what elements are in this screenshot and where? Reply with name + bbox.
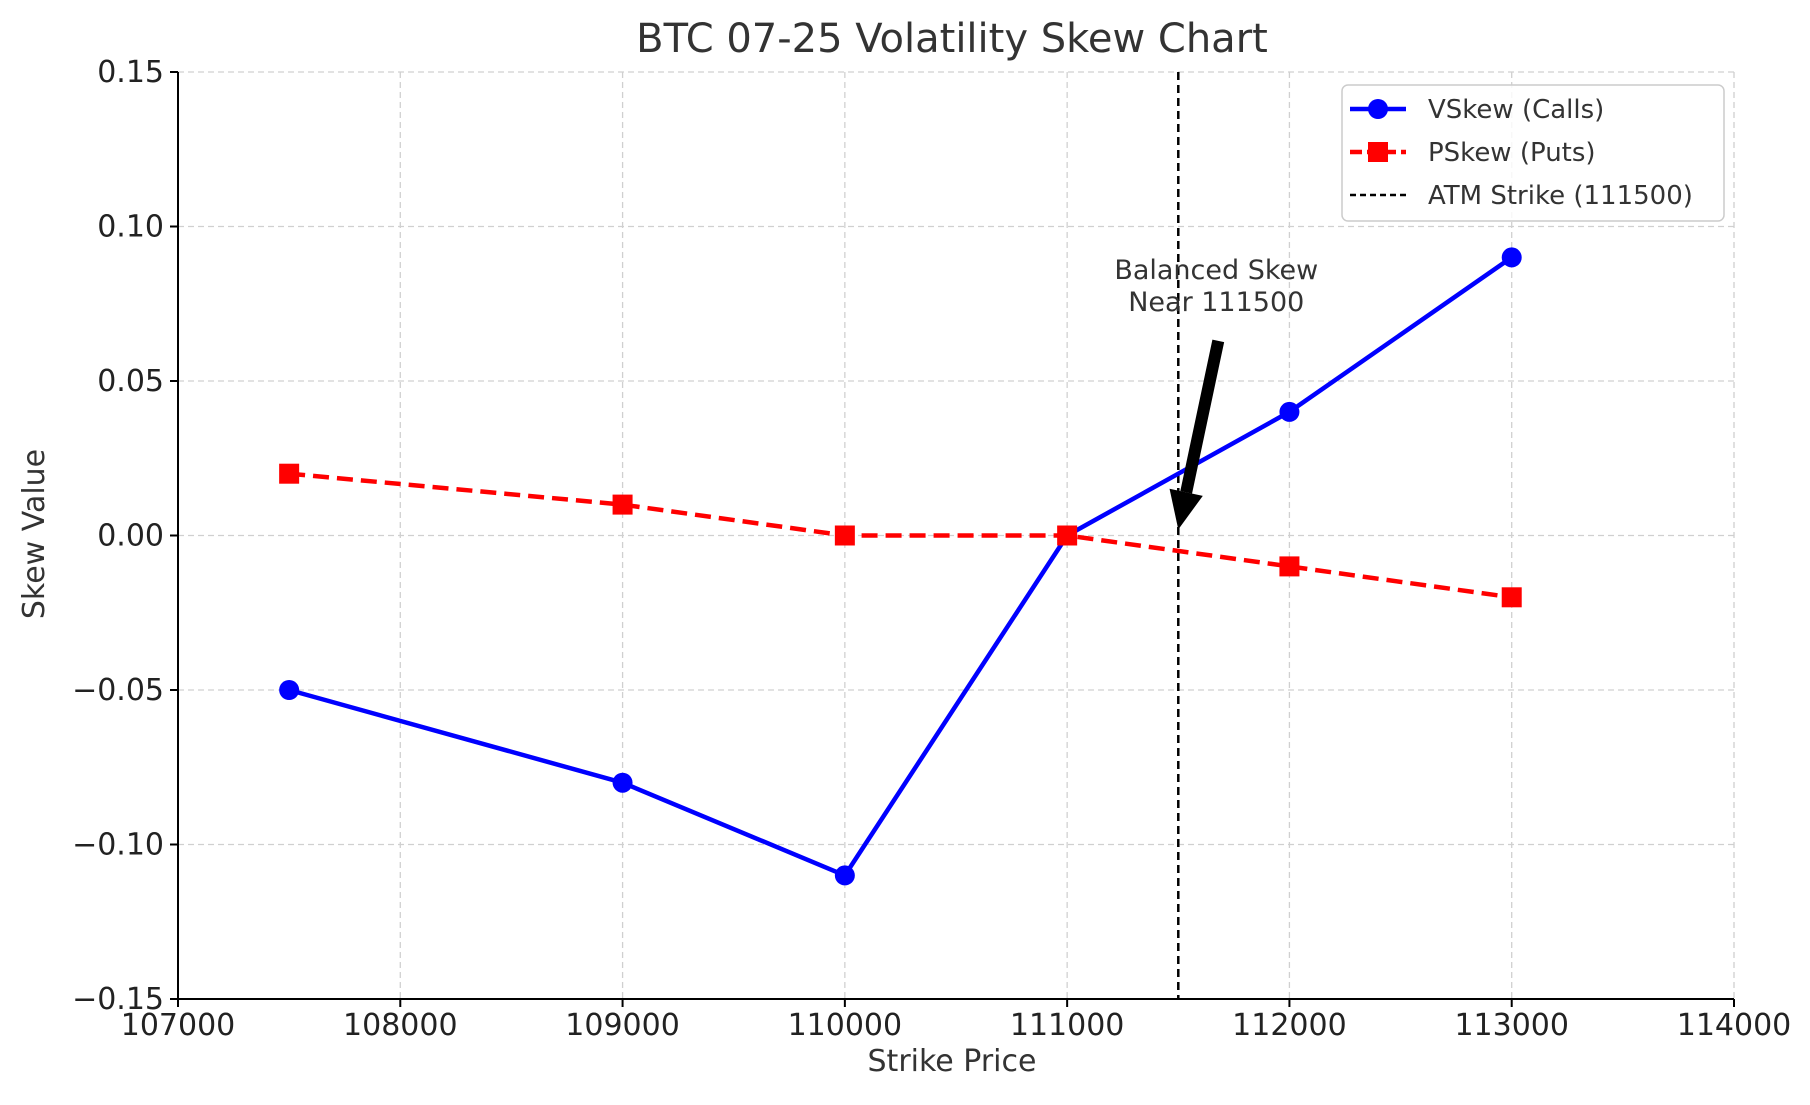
x-tick-label: 107000 <box>121 1008 236 1043</box>
vskew-point <box>1501 247 1522 268</box>
series-layer <box>279 247 1522 886</box>
legend-marker <box>1368 99 1388 119</box>
y-tick-label: 0.05 <box>97 364 164 399</box>
annotation-text-line: Balanced Skew <box>1114 255 1318 286</box>
x-tick-label: 114000 <box>1677 1008 1792 1043</box>
pskew-point <box>1279 556 1300 577</box>
x-tick-label: 109000 <box>565 1008 680 1043</box>
y-tick-label: −0.05 <box>72 673 164 708</box>
annotation-arrow-head <box>1169 488 1203 530</box>
pskew-point <box>834 525 855 546</box>
x-tick-label: 113000 <box>1454 1008 1569 1043</box>
legend-label: ATM Strike (111500) <box>1428 181 1693 211</box>
vskew-point <box>834 865 855 886</box>
x-tick-label: 112000 <box>1232 1008 1347 1043</box>
x-tick-label: 111000 <box>1010 1008 1125 1043</box>
y-axis-label: Skew Value <box>17 449 52 619</box>
legend-label: PSkew (Puts) <box>1428 138 1596 168</box>
vskew-point <box>612 772 633 793</box>
annotation-text-line: Near 111500 <box>1128 287 1304 318</box>
legend-marker <box>1368 142 1388 162</box>
legend: VSkew (Calls) PSkew (Puts) ATM Strike (111… <box>1341 84 1725 222</box>
series-line-vskew-calls <box>288 255 1513 878</box>
legend-label: VSkew (Calls) <box>1428 95 1604 125</box>
y-tick-label: −0.15 <box>72 982 164 1017</box>
axes-layer: 107000 108000 109000 110000 111000 112000 1130… <box>72 55 1791 1043</box>
legend-box <box>1341 84 1725 222</box>
vskew-point <box>1279 401 1300 422</box>
y-tick-label: 0.15 <box>97 55 164 90</box>
x-axis-label: Strike Price <box>868 1044 1037 1079</box>
x-tick-label: 110000 <box>788 1008 903 1043</box>
y-tick-label: 0.00 <box>97 519 164 554</box>
pskew-point <box>1057 525 1078 546</box>
y-tick-label: −0.10 <box>72 828 164 863</box>
pskew-point <box>612 494 633 515</box>
series-line-pskew-puts <box>288 471 1513 600</box>
y-tick-label: 0.10 <box>97 210 164 245</box>
x-tick-label: 108000 <box>343 1008 458 1043</box>
chart-title: BTC 07-25 Volatility Skew Chart <box>636 16 1268 62</box>
pskew-point <box>1501 587 1522 608</box>
annotation-arrow-shaft <box>1180 339 1225 494</box>
vskew-point <box>279 680 300 700</box>
pskew-point <box>279 463 300 484</box>
